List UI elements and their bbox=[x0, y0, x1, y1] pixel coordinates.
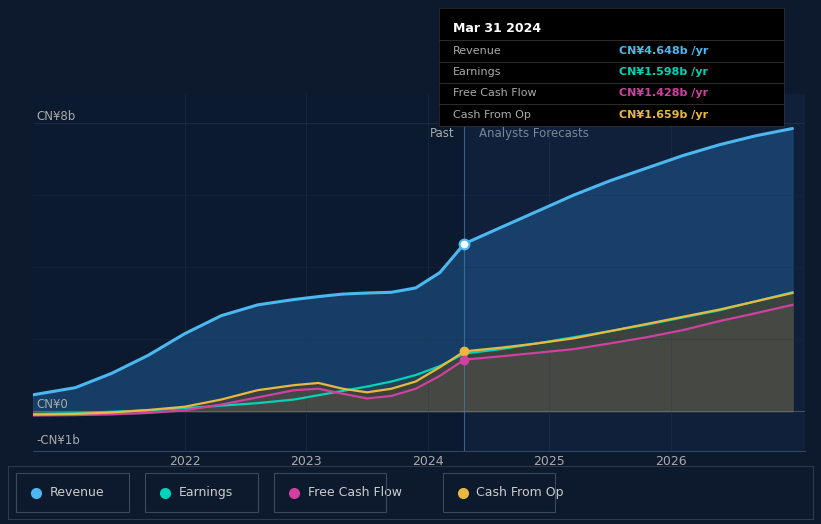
Text: Earnings: Earnings bbox=[179, 486, 233, 499]
Text: Free Cash Flow: Free Cash Flow bbox=[453, 89, 537, 99]
Text: Free Cash Flow: Free Cash Flow bbox=[308, 486, 401, 499]
Text: CN¥1.428b /yr: CN¥1.428b /yr bbox=[618, 89, 708, 99]
Text: CN¥8b: CN¥8b bbox=[36, 110, 76, 123]
Text: CN¥4.648b /yr: CN¥4.648b /yr bbox=[618, 46, 708, 56]
Text: Cash From Op: Cash From Op bbox=[476, 486, 564, 499]
Text: Past: Past bbox=[430, 127, 455, 140]
Text: Analysts Forecasts: Analysts Forecasts bbox=[479, 127, 589, 140]
Text: Revenue: Revenue bbox=[453, 46, 502, 56]
Text: CN¥1.598b /yr: CN¥1.598b /yr bbox=[618, 67, 708, 77]
Bar bbox=[33, 94, 465, 451]
Bar bbox=[465, 94, 805, 451]
Text: -CN¥1b: -CN¥1b bbox=[36, 434, 80, 447]
Text: Revenue: Revenue bbox=[50, 486, 104, 499]
Text: Earnings: Earnings bbox=[453, 67, 502, 77]
Text: Mar 31 2024: Mar 31 2024 bbox=[453, 22, 541, 35]
Text: Cash From Op: Cash From Op bbox=[453, 110, 531, 119]
Text: CN¥1.659b /yr: CN¥1.659b /yr bbox=[618, 110, 708, 119]
Text: CN¥0: CN¥0 bbox=[36, 398, 68, 411]
